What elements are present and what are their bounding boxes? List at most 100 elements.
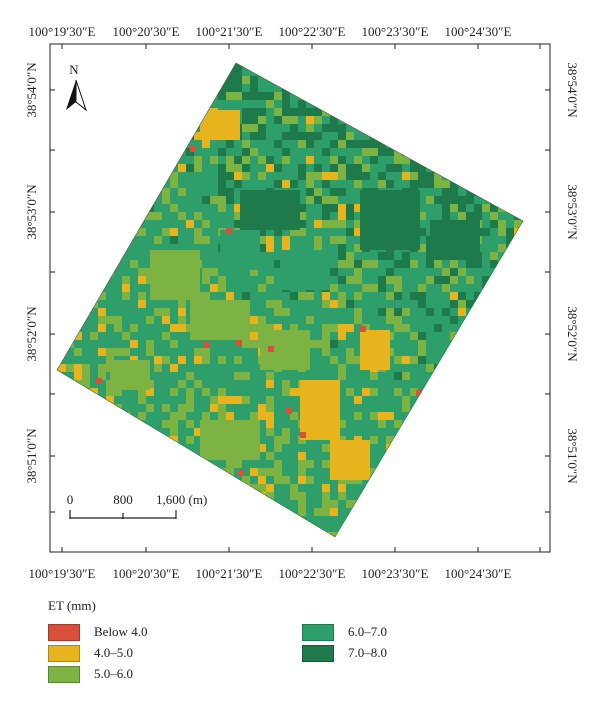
raster-cell: [82, 420, 90, 428]
raster-cell: [274, 92, 282, 100]
raster-cell: [450, 412, 458, 420]
raster-cell: [242, 164, 250, 172]
raster-cell: [162, 108, 170, 116]
raster-cell: [442, 276, 450, 284]
raster-cell: [466, 340, 474, 348]
raster-cell: [194, 348, 202, 356]
raster-cell: [138, 84, 146, 92]
raster-cell: [410, 92, 418, 100]
raster-cell: [218, 412, 226, 420]
raster-cell: [274, 436, 282, 444]
raster-cell: [250, 316, 258, 324]
raster-cell: [482, 68, 490, 76]
raster-cell: [242, 76, 250, 84]
raster-cell: [290, 228, 298, 236]
raster-cell: [450, 316, 458, 324]
raster-low-et: [238, 470, 244, 476]
raster-cell: [426, 63, 434, 68]
raster-cell: [354, 500, 362, 508]
raster-cell: [354, 220, 362, 228]
raster-cell: [394, 372, 402, 380]
raster-cell: [402, 172, 410, 180]
raster-cell: [57, 68, 58, 76]
raster-low-et: [268, 346, 274, 352]
raster-cell: [210, 284, 218, 292]
raster-cell: [378, 76, 386, 84]
raster-cell: [194, 108, 202, 116]
raster-cell: [482, 276, 490, 284]
raster-cell: [434, 524, 442, 532]
raster-cell: [346, 132, 354, 140]
raster-cell: [138, 532, 146, 537]
raster-cell: [194, 228, 202, 236]
raster-cell: [362, 172, 370, 180]
raster-cell: [98, 92, 106, 100]
raster-cell: [378, 508, 386, 516]
raster-cell: [122, 212, 130, 220]
raster-cell: [178, 316, 186, 324]
raster-cell: [402, 308, 410, 316]
raster-cell: [226, 468, 234, 476]
raster-cell: [434, 276, 442, 284]
raster-cell: [194, 236, 202, 244]
raster-cell: [466, 460, 474, 468]
raster-cell: [490, 436, 498, 444]
raster-cell: [210, 68, 218, 76]
raster-cell: [202, 220, 210, 228]
raster-cell: [242, 116, 250, 124]
raster-cell: [506, 252, 514, 260]
legend-label: Below 4.0: [94, 624, 148, 639]
raster-cell: [258, 484, 266, 492]
raster-cell: [434, 84, 442, 92]
scale-bar: 0 800 1,600 (m): [67, 492, 207, 519]
raster-cell: [514, 76, 522, 84]
raster-cell: [482, 524, 490, 532]
raster-cell: [506, 284, 514, 292]
raster-cell: [202, 508, 210, 516]
raster-cell: [114, 100, 122, 108]
raster-cell: [514, 68, 522, 76]
raster-cell: [178, 484, 186, 492]
raster-cell: [170, 428, 178, 436]
raster-cell: [378, 100, 386, 108]
raster-cell: [346, 92, 354, 100]
raster-cell: [98, 324, 106, 332]
raster-cell: [82, 484, 90, 492]
raster-patch: [200, 420, 260, 460]
raster-cell: [250, 124, 258, 132]
raster-cell: [298, 292, 306, 300]
raster-cell: [298, 76, 306, 84]
raster-cell: [458, 212, 466, 220]
raster-cell: [130, 188, 138, 196]
raster-cell: [122, 484, 130, 492]
raster-cell: [250, 92, 258, 100]
north-arrow-icon: N: [66, 62, 88, 112]
raster-cell: [66, 460, 74, 468]
raster-cell: [442, 396, 450, 404]
raster-cell: [306, 140, 314, 148]
raster-cell: [362, 148, 370, 156]
raster-cell: [162, 164, 170, 172]
raster-cell: [210, 532, 218, 537]
raster-cell: [282, 308, 290, 316]
raster-cell: [82, 76, 90, 84]
raster-cell: [458, 124, 466, 132]
raster-cell: [146, 492, 154, 500]
raster-cell: [426, 260, 434, 268]
raster-cell: [130, 228, 138, 236]
raster-cell: [442, 196, 450, 204]
raster-cell: [378, 476, 386, 484]
raster-cell: [250, 76, 258, 84]
raster-cell: [338, 100, 346, 108]
raster-cell: [138, 180, 146, 188]
raster-cell: [522, 340, 523, 348]
raster-cell: [162, 508, 170, 516]
raster-cell: [290, 292, 298, 300]
raster-cell: [498, 268, 506, 276]
raster-cell: [186, 436, 194, 444]
raster-cell: [322, 196, 330, 204]
raster-cell: [234, 372, 242, 380]
raster-patch: [220, 230, 260, 270]
raster-cell: [418, 148, 426, 156]
raster-cell: [458, 308, 466, 316]
